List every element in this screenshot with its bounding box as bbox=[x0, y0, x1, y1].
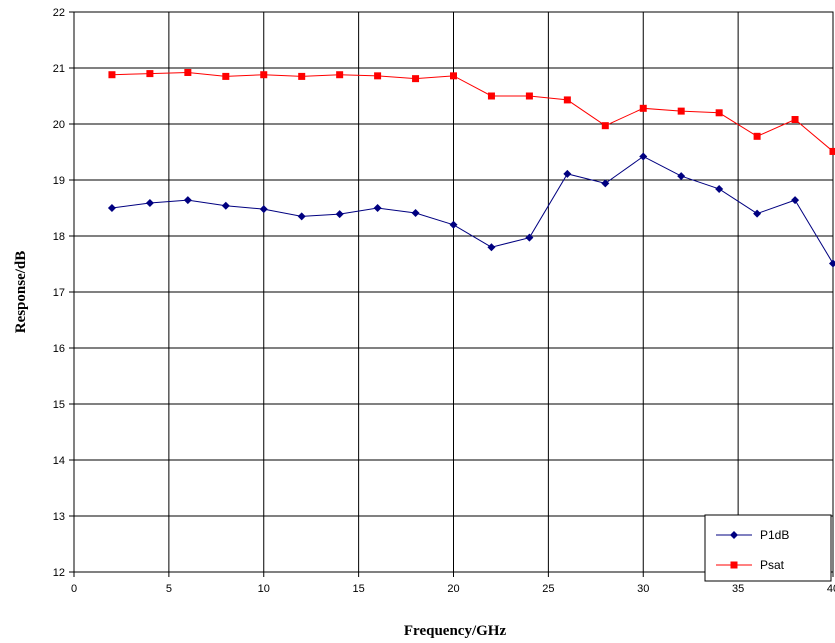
y-tick-label: 15 bbox=[53, 399, 65, 411]
x-tick-label: 30 bbox=[637, 583, 649, 595]
y-tick-label: 14 bbox=[53, 455, 65, 467]
y-tick-label: 21 bbox=[53, 63, 65, 75]
data-point-p1db bbox=[107, 204, 116, 212]
data-point-psat bbox=[260, 71, 268, 79]
data-point-p1db bbox=[677, 172, 686, 181]
y-tick-label: 20 bbox=[53, 119, 65, 131]
x-axis-title: Frequency/GHz bbox=[404, 623, 507, 639]
x-tick-label: 5 bbox=[166, 583, 172, 595]
data-point-psat bbox=[336, 71, 344, 79]
data-point-p1db bbox=[411, 209, 420, 218]
data-point-p1db bbox=[525, 233, 534, 242]
y-tick-label: 18 bbox=[53, 231, 65, 243]
data-point-p1db bbox=[297, 212, 306, 221]
data-point-psat bbox=[639, 104, 647, 112]
data-point-psat bbox=[184, 68, 192, 76]
data-point-psat bbox=[715, 109, 723, 117]
data-point-p1db bbox=[259, 205, 268, 214]
data-point-p1db bbox=[373, 204, 382, 212]
data-point-psat bbox=[374, 72, 382, 80]
y-tick-label: 13 bbox=[53, 511, 65, 523]
x-axis-ticks: 0 5 10 15 20 25 30 35 40 bbox=[71, 572, 835, 595]
x-tick-label: 25 bbox=[542, 583, 554, 595]
y-tick-label: 19 bbox=[53, 175, 65, 187]
data-point-p1db bbox=[563, 169, 572, 178]
data-point-psat bbox=[450, 72, 457, 80]
data-point-p1db bbox=[183, 196, 192, 205]
data-point-psat bbox=[525, 92, 533, 100]
y-tick-label: 17 bbox=[53, 287, 65, 299]
x-tick-label: 40 bbox=[827, 583, 835, 595]
data-point-psat bbox=[677, 107, 685, 115]
data-point-p1db bbox=[601, 179, 610, 188]
data-point-p1db bbox=[221, 201, 230, 210]
data-point-psat bbox=[563, 96, 571, 104]
legend-label-p1db: P1dB bbox=[760, 528, 789, 542]
grid-lines bbox=[73, 11, 834, 573]
data-point-p1db bbox=[753, 209, 762, 218]
x-tick-label: 0 bbox=[71, 583, 77, 595]
data-point-psat bbox=[222, 72, 230, 80]
data-point-p1db bbox=[449, 220, 458, 229]
data-point-psat bbox=[298, 72, 306, 80]
data-point-psat bbox=[829, 147, 835, 155]
series-psat bbox=[108, 68, 835, 155]
y-axis-ticks: 12 13 14 15 16 17 18 19 20 21 22 bbox=[53, 7, 74, 579]
x-tick-label: 10 bbox=[258, 583, 270, 595]
legend-marker-p1db bbox=[730, 531, 738, 539]
data-point-psat bbox=[108, 71, 116, 79]
data-point-p1db bbox=[487, 243, 496, 252]
y-tick-label: 22 bbox=[53, 7, 65, 19]
x-tick-label: 35 bbox=[732, 583, 744, 595]
data-point-psat bbox=[753, 132, 761, 140]
data-point-psat bbox=[146, 70, 154, 78]
data-point-p1db bbox=[639, 152, 648, 161]
x-tick-label: 20 bbox=[447, 583, 459, 595]
series-layer bbox=[107, 68, 835, 268]
data-point-p1db bbox=[791, 196, 800, 205]
data-point-p1db bbox=[715, 184, 724, 193]
y-tick-label: 16 bbox=[53, 343, 65, 355]
x-tick-label: 15 bbox=[353, 583, 365, 595]
data-point-psat bbox=[791, 116, 799, 124]
y-axis-title: Response/dB bbox=[13, 251, 29, 334]
legend-items: P1dB Psat bbox=[716, 528, 789, 572]
data-point-psat bbox=[601, 122, 609, 130]
data-point-p1db bbox=[335, 210, 344, 219]
series-line-psat bbox=[111, 71, 834, 152]
data-point-p1db bbox=[145, 198, 154, 207]
data-point-psat bbox=[487, 92, 495, 100]
legend-marker-psat bbox=[730, 561, 738, 569]
legend-label-psat: Psat bbox=[760, 558, 785, 572]
series-p1db bbox=[107, 152, 835, 268]
series-line-p1db bbox=[111, 155, 834, 264]
data-point-p1db bbox=[829, 259, 835, 268]
data-point-psat bbox=[412, 75, 420, 83]
legend-box bbox=[704, 514, 832, 582]
legend: P1dB Psat bbox=[704, 514, 832, 582]
y-tick-label: 12 bbox=[53, 567, 65, 579]
